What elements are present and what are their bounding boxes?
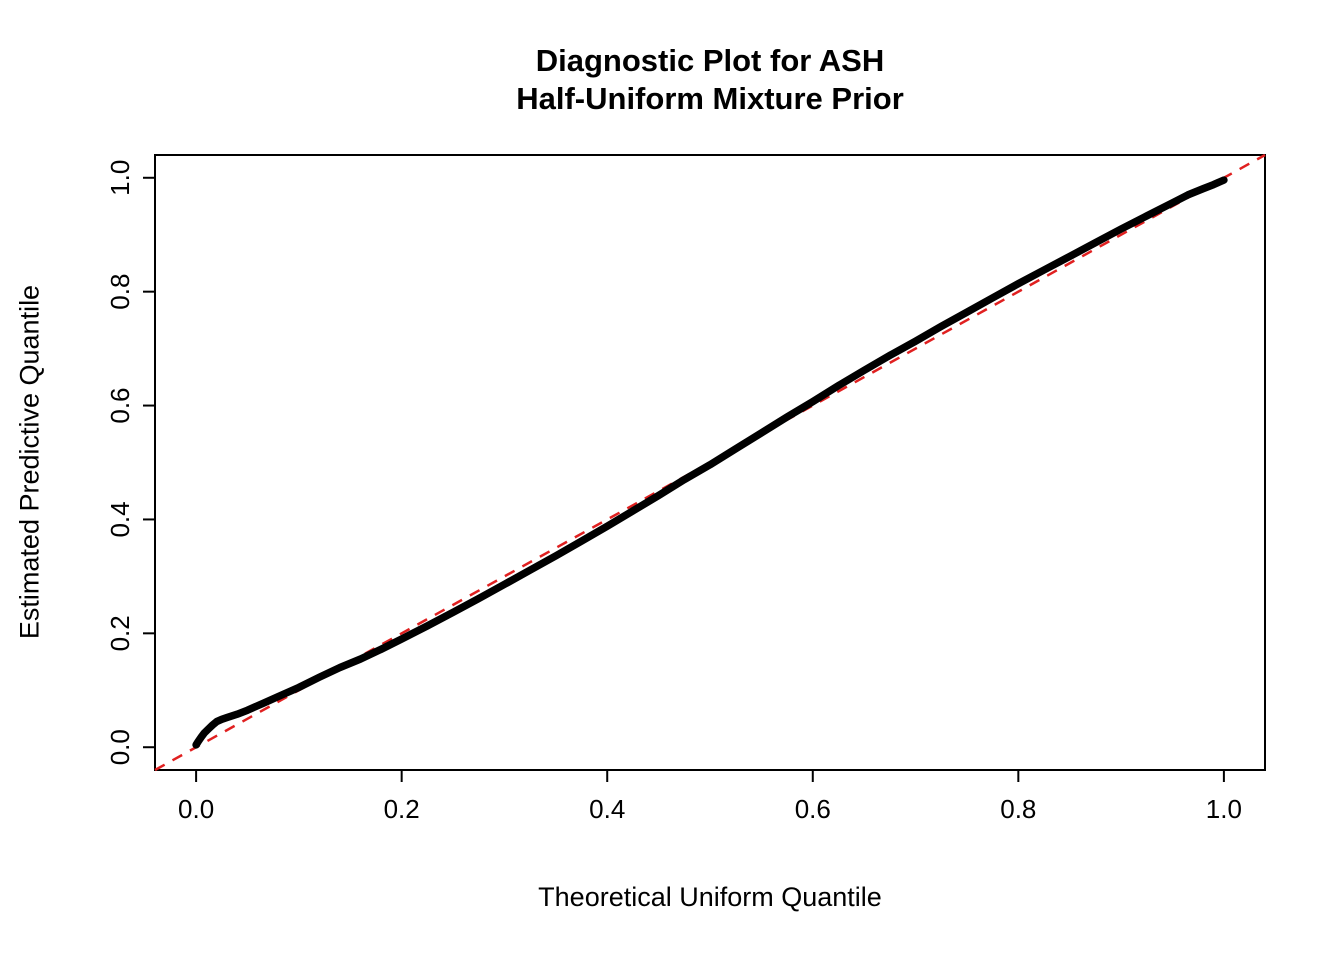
y-tick-label: 0.0 [105, 729, 135, 765]
chart-title-line-2: Half-Uniform Mixture Prior [516, 81, 904, 116]
y-tick-label: 0.2 [105, 615, 135, 651]
x-tick-label: 0.0 [178, 794, 214, 824]
y-tick-label: 0.4 [105, 501, 135, 537]
x-tick-label: 0.6 [795, 794, 831, 824]
y-tick-label: 0.8 [105, 274, 135, 310]
chart-title: Diagnostic Plot for ASH Half-Uniform Mix… [155, 42, 1265, 118]
x-tick-label: 0.8 [1000, 794, 1036, 824]
x-axis-title: Theoretical Uniform Quantile [538, 882, 882, 912]
y-tick-label: 0.6 [105, 387, 135, 423]
x-tick-label: 0.2 [384, 794, 420, 824]
plot-box [154, 154, 1266, 771]
y-tick-label: 1.0 [105, 160, 135, 196]
y-axis-title: Estimated Predictive Quantile [14, 284, 45, 640]
chart-title-line-1: Diagnostic Plot for ASH [535, 43, 885, 78]
qq-points-curve [192, 176, 1228, 749]
x-tick-label: 0.4 [589, 794, 625, 824]
x-tick-label: 1.0 [1206, 794, 1242, 824]
